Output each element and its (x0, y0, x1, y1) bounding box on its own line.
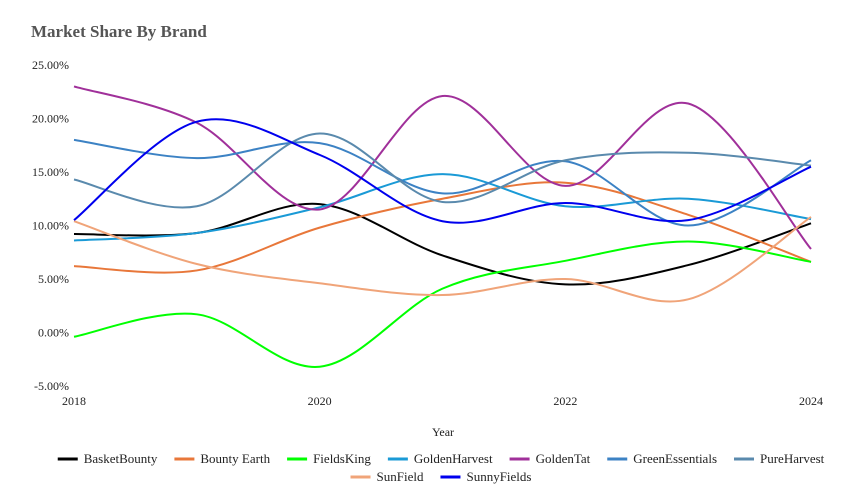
legend-item-sunnyfields[interactable]: SunnyFields (440, 469, 531, 484)
legend-item-goldenharvest[interactable]: GoldenHarvest (387, 451, 493, 466)
series-line-sunnyfields (73, 118, 812, 224)
series-line-sunfield (73, 216, 812, 303)
series-line-goldenharvest (73, 173, 812, 242)
y-tick-label: 15.00% (32, 165, 69, 179)
series-line-pureharvest (73, 132, 812, 209)
legend-item-basketbounty[interactable]: BasketBounty (57, 451, 158, 466)
legend-item-pureharvest[interactable]: PureHarvest (734, 451, 825, 466)
legend-label: PureHarvest (760, 451, 825, 466)
legend-item-sunfield[interactable]: SunField (350, 469, 424, 484)
legend-label: BasketBounty (84, 451, 158, 466)
legend: BasketBounty Bounty Earth FieldsKing Golden… (57, 451, 825, 484)
legend-label: Bounty Earth (200, 451, 270, 466)
x-tick-label: 2018 (62, 394, 86, 408)
legend-item-fieldsking[interactable]: FieldsKing (287, 451, 371, 466)
x-tick-label: 2022 (553, 394, 577, 408)
series-lines (73, 85, 812, 368)
legend-item-greenessentials[interactable]: GreenEssentials (607, 451, 717, 466)
legend-item-goldentat[interactable]: GoldenTat (509, 451, 591, 466)
y-tick-label: 20.00% (32, 112, 69, 126)
series-line-greenessentials (73, 138, 812, 227)
legend-item-bounty-earth[interactable]: Bounty Earth (174, 451, 271, 466)
y-tick-label: 25.00% (32, 58, 69, 72)
x-tick-label: 2024 (799, 394, 823, 408)
x-tick-label: 2020 (308, 394, 332, 408)
x-axis-title: Year (432, 425, 454, 439)
x-axis: 2018 2020 2022 2024 (62, 394, 823, 408)
y-tick-label: 5.00% (38, 272, 69, 286)
y-tick-label: 10.00% (32, 219, 69, 233)
legend-label: GreenEssentials (633, 451, 717, 466)
legend-label: GoldenHarvest (414, 451, 493, 466)
series-line-goldentat (73, 85, 812, 250)
series-line-bounty-earth (73, 181, 812, 274)
y-tick-label: 0.00% (38, 326, 69, 340)
chart-title: Market Share By Brand (31, 22, 207, 41)
y-axis: 25.00% 20.00% 15.00% 10.00% 5.00% 0.00% -5.00% (32, 58, 69, 393)
legend-label: GoldenTat (536, 451, 591, 466)
legend-label: FieldsKing (313, 451, 371, 466)
y-tick-label: -5.00% (34, 379, 69, 393)
legend-label: SunField (377, 469, 424, 484)
series-line-fieldsking (73, 240, 812, 368)
legend-label: SunnyFields (466, 469, 531, 484)
